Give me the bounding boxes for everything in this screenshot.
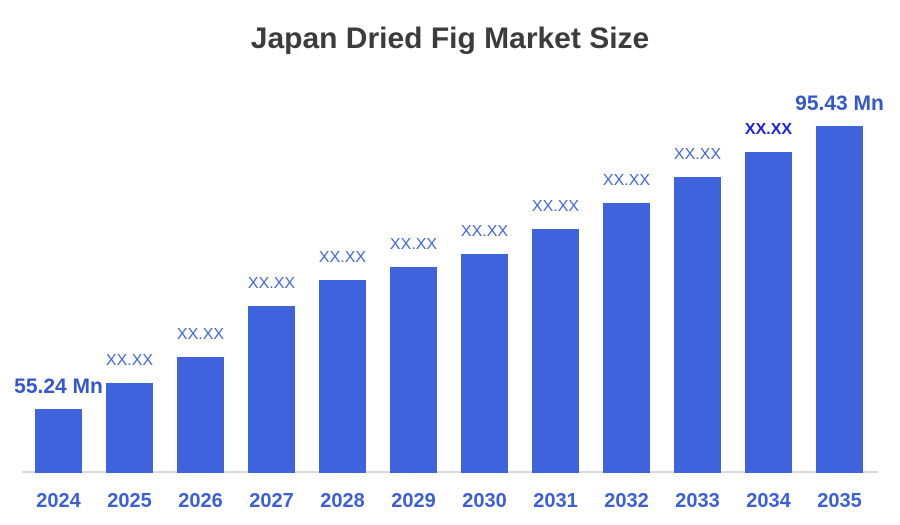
bar-group-2024: 55.24 Mn 2024 (14, 376, 103, 511)
bar-value-label-2026: XX.XX (176, 326, 225, 343)
bar-2026 (177, 357, 224, 473)
x-tick-2035: 2035 (817, 490, 862, 512)
bar-group-2034: XX.XX 2034 (745, 122, 792, 512)
x-tick-2024: 2024 (36, 490, 81, 512)
bar-group-2033: XX.XX 2033 (674, 147, 721, 512)
bar-value-label-2030: XX.XX (460, 223, 509, 240)
bar-2032 (603, 203, 650, 473)
bar-group-2027: XX.XX 2027 (248, 276, 295, 512)
bar-value-label-2031: XX.XX (531, 198, 580, 215)
bar-2031 (532, 229, 579, 473)
x-tick-2031: 2031 (533, 490, 578, 512)
bar-2025 (106, 383, 153, 473)
bar-value-label-2028: XX.XX (318, 249, 367, 266)
bar-value-label-2035: 95.43 Mn (795, 92, 884, 115)
bar-2027 (248, 306, 295, 473)
bar-group-2029: XX.XX 2029 (390, 237, 437, 512)
bar-2033 (674, 177, 721, 473)
x-axis-line (22, 471, 878, 473)
x-tick-2030: 2030 (462, 490, 507, 512)
x-tick-2025: 2025 (107, 490, 152, 512)
bar-value-label-2024: 55.24 Mn (14, 375, 103, 398)
bar-2034 (745, 152, 792, 473)
x-tick-2026: 2026 (178, 490, 223, 512)
x-tick-2028: 2028 (320, 490, 365, 512)
bar-value-label-2025: XX.XX (105, 352, 154, 369)
bar-group-2025: XX.XX 2025 (106, 353, 153, 512)
bar-2035 (816, 126, 863, 473)
bar-value-label-2033: XX.XX (673, 146, 722, 163)
bar-2030 (461, 254, 508, 473)
bar-2028 (319, 280, 366, 473)
x-tick-2029: 2029 (391, 490, 436, 512)
bar-group-2032: XX.XX 2032 (603, 173, 650, 512)
x-tick-2034: 2034 (746, 490, 791, 512)
bar-group-2028: XX.XX 2028 (319, 250, 366, 512)
bar-group-2035: 95.43 Mn 2035 (795, 93, 884, 511)
bar-2024 (35, 409, 82, 473)
x-tick-2027: 2027 (249, 490, 294, 512)
chart-title: Japan Dried Fig Market Size (250, 22, 650, 55)
bar-value-label-2027: XX.XX (247, 275, 296, 292)
x-tick-2033: 2033 (675, 490, 720, 512)
bar-group-2026: XX.XX 2026 (177, 327, 224, 512)
bar-group-2031: XX.XX 2031 (532, 199, 579, 512)
bar-value-label-2032: XX.XX (602, 172, 651, 189)
bar-value-label-2029: XX.XX (389, 236, 438, 253)
x-tick-2032: 2032 (604, 490, 649, 512)
bar-group-2030: XX.XX 2030 (461, 224, 508, 512)
bar-value-label-2034: XX.XX (744, 121, 793, 138)
bar-2029 (390, 267, 437, 473)
